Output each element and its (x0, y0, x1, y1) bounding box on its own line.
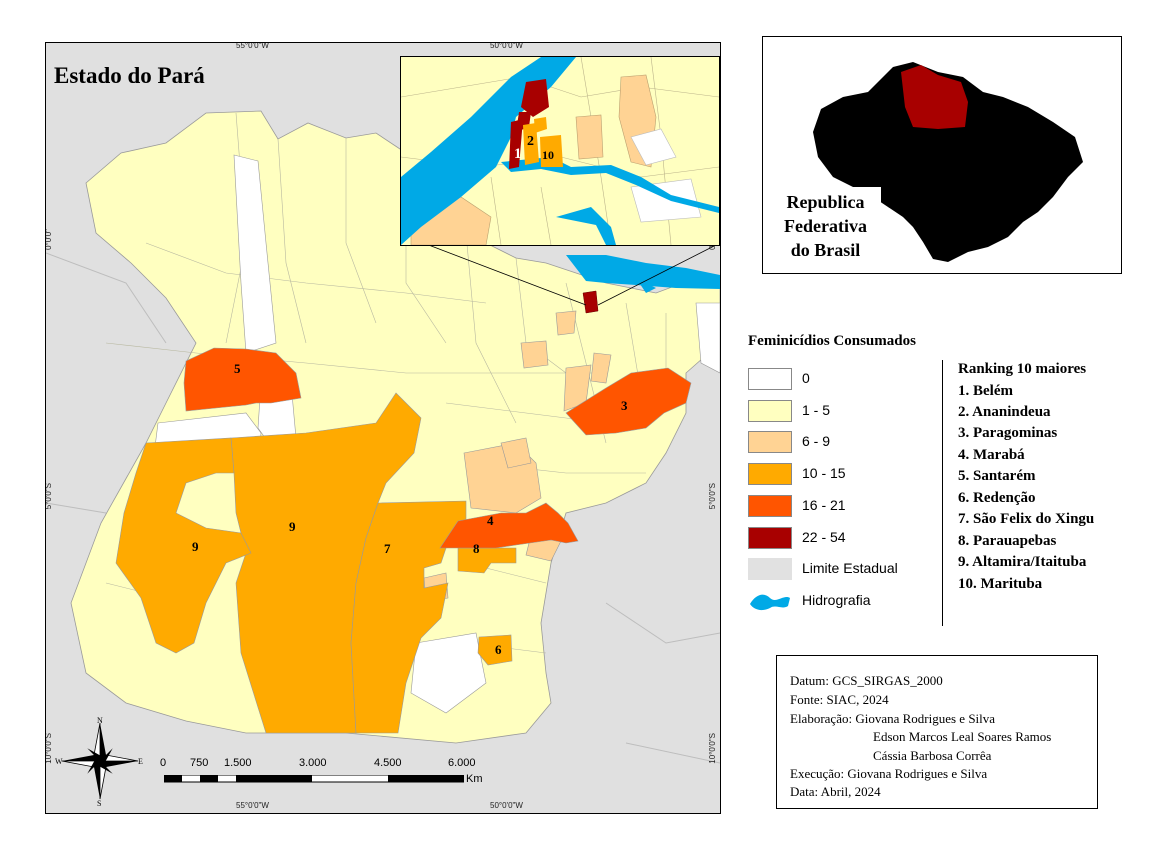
legend-label: Hidrografia (802, 592, 871, 608)
belem-inset-map[interactable]: 1 2 10 (400, 56, 720, 246)
legend-swatch (748, 527, 792, 549)
compass-rose-icon: N S E W (55, 716, 143, 807)
south-label: S (97, 799, 101, 807)
coord-top-right: 50°0'0"W (490, 42, 523, 50)
brazil-label-line-2: Federativa (784, 216, 867, 236)
region-label-3: 3 (621, 398, 628, 413)
redencao-region (477, 634, 513, 666)
legend-title: Feminicídios Consumados (748, 333, 916, 349)
region-label-9b: 9 (192, 539, 199, 554)
ranking-title: Ranking 10 maiores (958, 361, 1087, 377)
class-6-9-areas (423, 310, 612, 602)
coord-left-lat-1: 0°0'0" (45, 229, 53, 250)
scale-label-3000: 3.000 (299, 757, 327, 769)
west-label: W (55, 757, 63, 766)
region-label-7: 7 (384, 541, 391, 556)
water-icon (750, 594, 790, 611)
ranking-item-2: 2. Ananindeua (958, 404, 1051, 420)
legend-label: 16 - 21 (802, 497, 846, 513)
class-16-21-areas (183, 347, 692, 549)
credit-elaboracao-1: Elaboração: Giovana Rodrigues e Silva (790, 711, 996, 726)
credit-fonte: Fonte: SIAC, 2024 (790, 692, 889, 707)
ranking-item-1: 1. Belém (958, 383, 1013, 399)
legend-swatch (748, 431, 792, 453)
map-title: Estado do Pará (54, 63, 205, 88)
ranking-item-7: 7. São Felix do Xingu (958, 511, 1095, 527)
legend-swatch (748, 368, 792, 390)
scale-label-6000: 6.000 (448, 757, 476, 769)
legend-label: 6 - 9 (802, 433, 831, 449)
scale-label-1500: 1.500 (224, 757, 252, 769)
legend-label: 10 - 15 (802, 465, 846, 481)
legend-label: 0 (802, 370, 810, 386)
legend-swatch (748, 400, 792, 422)
coord-right-lat-3: 10°0'0"S (708, 733, 717, 764)
brazil-label: Republica Federativa do Brasil (773, 190, 878, 262)
belem-metro-region (582, 290, 599, 314)
coord-top-left: 55°0'0"W (236, 42, 269, 50)
credit-elaboracao-2: Edson Marcos Leal Soares Ramos (873, 729, 1052, 744)
scale-label-0: 0 (160, 757, 167, 769)
coord-right-lat-2: 5°0'0"S (708, 483, 717, 510)
scale-label-4500: 4.500 (374, 757, 402, 769)
coord-left-lat-2: 5°0'0"S (45, 483, 53, 510)
hydrography (566, 255, 720, 293)
santarem-region (183, 347, 302, 412)
coord-left-lat-3: 10°0'0"S (45, 733, 53, 764)
inset-label-1: 1 (514, 146, 522, 162)
scale-bar-graphic (164, 775, 464, 783)
itaituba-region (115, 437, 252, 654)
paragominas-region (565, 367, 692, 436)
region-label-6: 6 (495, 642, 502, 657)
inset-connector-lines (425, 243, 719, 306)
brazil-locator-map: Republica Federativa do Brasil (762, 36, 1122, 274)
ranking-item-3: 3. Paragominas (958, 425, 1058, 441)
class-10-15-areas (115, 392, 517, 734)
ranking-item-5: 5. Santarém (958, 468, 1036, 484)
main-map[interactable]: 5 3 9 9 7 4 8 6 Estado do Pará 55°0'0"W … (45, 42, 721, 814)
inset-label-10: 10 (542, 148, 554, 162)
brazil-label-line-1: Republica (786, 192, 865, 212)
ranking-divider (942, 360, 943, 626)
legend-swatch (748, 495, 792, 517)
inset-svg: 1 2 10 (401, 57, 719, 245)
coord-bottom-left: 55°0'0"W (236, 801, 269, 810)
scale-bar: 0 750 1.500 3.000 4.500 6.000 Km (160, 755, 483, 795)
para-highlight (901, 65, 968, 129)
ranking-item-4: 4. Marabá (958, 447, 1025, 463)
ranking-item-10: 10. Marituba (958, 576, 1043, 592)
legend-label: 1 - 5 (802, 402, 831, 418)
region-label-9a: 9 (289, 519, 296, 534)
coord-bottom-right: 50°0'0"W (490, 801, 523, 810)
credit-datum: Datum: GCS_SIRGAS_2000 (790, 673, 943, 688)
inset-label-2: 2 (527, 134, 534, 149)
legend-label: Limite Estadual (802, 560, 898, 576)
region-label-4: 4 (487, 513, 494, 528)
state-boundaries (46, 252, 720, 764)
ranking-item-8: 8. Parauapebas (958, 533, 1057, 549)
scale-label-750: 750 (190, 757, 209, 769)
legend-label: 22 - 54 (802, 529, 846, 545)
ranking-item-9: 9. Altamira/Itaituba (958, 554, 1087, 570)
scale-unit: Km (466, 773, 483, 785)
region-label-8: 8 (473, 541, 480, 556)
credits-box: Datum: GCS_SIRGAS_2000 Fonte: SIAC, 2024… (776, 655, 1098, 809)
region-label-5: 5 (234, 361, 241, 376)
parauapebas-region (457, 547, 517, 574)
credit-data: Data: Abril, 2024 (790, 784, 881, 799)
maraba-region (439, 502, 579, 549)
east-label: E (138, 757, 143, 766)
legend-swatch (748, 463, 792, 485)
north-label: N (97, 716, 103, 725)
credit-execucao: Execução: Giovana Rodrigues e Silva (790, 766, 988, 781)
ranking-item-6: 6. Redenção (958, 490, 1036, 506)
credit-elaboracao-3: Cássia Barbosa Corrêa (873, 748, 992, 763)
brazil-silhouette (771, 62, 1083, 271)
legend-swatch (748, 558, 792, 580)
brazil-label-line-3: do Brasil (790, 240, 861, 260)
